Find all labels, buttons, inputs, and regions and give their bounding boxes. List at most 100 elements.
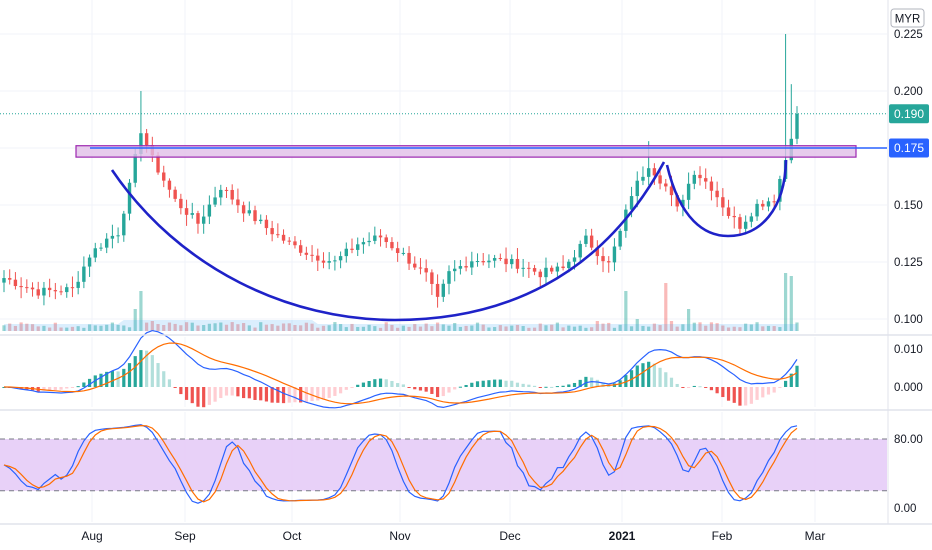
candle-body[interactable]: [772, 201, 776, 203]
candle-body[interactable]: [704, 178, 708, 182]
candle-body[interactable]: [601, 256, 605, 262]
candle-body[interactable]: [515, 258, 520, 269]
candle-body[interactable]: [8, 278, 12, 280]
candle-body[interactable]: [441, 283, 445, 297]
candle-body[interactable]: [567, 261, 571, 269]
candle-body[interactable]: [715, 190, 719, 198]
candle-body[interactable]: [82, 266, 86, 282]
candle-body[interactable]: [795, 113, 799, 139]
candle-body[interactable]: [162, 172, 166, 181]
candle-body[interactable]: [401, 252, 406, 254]
candle-body[interactable]: [87, 257, 92, 267]
candle-body[interactable]: [2, 278, 6, 283]
candle-body[interactable]: [196, 213, 200, 224]
candle-body[interactable]: [42, 287, 46, 296]
candle-body[interactable]: [589, 235, 594, 248]
candle-body[interactable]: [116, 235, 120, 237]
candle-body[interactable]: [316, 255, 320, 261]
candle-body[interactable]: [646, 168, 651, 177]
candle-body[interactable]: [373, 235, 377, 241]
candle-body[interactable]: [578, 243, 582, 258]
candle-body[interactable]: [213, 197, 217, 205]
candle-body[interactable]: [367, 240, 371, 243]
candle-body[interactable]: [749, 216, 754, 222]
candle-body[interactable]: [618, 230, 622, 247]
candle-body[interactable]: [47, 287, 52, 291]
candle-body[interactable]: [544, 267, 548, 278]
candle-body[interactable]: [755, 203, 759, 217]
candle-body[interactable]: [669, 186, 674, 196]
candle-body[interactable]: [658, 175, 662, 184]
candle-body[interactable]: [133, 153, 137, 183]
candle-body[interactable]: [264, 219, 269, 229]
candle-body[interactable]: [236, 199, 240, 206]
candle-body[interactable]: [207, 204, 212, 217]
candle-body[interactable]: [247, 210, 252, 214]
candle-body[interactable]: [709, 181, 714, 191]
macd-pane[interactable]: [2, 329, 799, 409]
candle-body[interactable]: [253, 210, 257, 222]
candle-body[interactable]: [652, 168, 657, 176]
candle-body[interactable]: [761, 203, 765, 207]
candle-body[interactable]: [641, 176, 645, 181]
candle-body[interactable]: [487, 260, 491, 263]
candle-body[interactable]: [13, 279, 18, 287]
candle-body[interactable]: [287, 240, 291, 242]
candle-body[interactable]: [521, 267, 525, 269]
candle-body[interactable]: [167, 180, 172, 190]
candle-body[interactable]: [395, 248, 400, 254]
candle-body[interactable]: [201, 216, 206, 224]
candle-body[interactable]: [435, 283, 440, 297]
candle-body[interactable]: [156, 155, 160, 173]
candle-body[interactable]: [418, 267, 423, 269]
candle-body[interactable]: [276, 234, 280, 236]
time-axis[interactable]: Aug Sep Oct Nov Dec 2021 Feb Mar: [81, 529, 825, 543]
candle-body[interactable]: [549, 267, 554, 272]
candle-body[interactable]: [384, 237, 388, 243]
candle-body[interactable]: [259, 219, 263, 222]
candle-body[interactable]: [675, 195, 679, 207]
candle-body[interactable]: [350, 248, 354, 250]
candle-body[interactable]: [304, 252, 309, 255]
candle-body[interactable]: [241, 205, 246, 214]
candle-body[interactable]: [527, 267, 531, 269]
macd-line[interactable]: [3, 329, 798, 409]
candle-body[interactable]: [738, 217, 742, 229]
candle-body[interactable]: [53, 290, 58, 292]
candle-body[interactable]: [25, 287, 29, 289]
candle-body[interactable]: [464, 266, 468, 268]
candle-body[interactable]: [692, 174, 697, 184]
candle-body[interactable]: [293, 241, 297, 246]
candle-body[interactable]: [19, 286, 23, 288]
candle-body[interactable]: [430, 272, 434, 284]
candle-body[interactable]: [230, 189, 234, 200]
candle-body[interactable]: [144, 133, 149, 146]
candle-body[interactable]: [698, 174, 702, 179]
candle-body[interactable]: [452, 268, 457, 272]
candle-body[interactable]: [76, 281, 80, 288]
candle-body[interactable]: [298, 245, 303, 253]
candle-body[interactable]: [532, 268, 537, 272]
candle-body[interactable]: [778, 178, 782, 202]
stochastic-k-line[interactable]: [3, 424, 798, 504]
candle-body[interactable]: [184, 208, 189, 215]
candle-body[interactable]: [447, 271, 451, 284]
candle-body[interactable]: [475, 261, 480, 263]
candle-body[interactable]: [30, 287, 35, 290]
candle-body[interactable]: [378, 235, 383, 238]
candle-body[interactable]: [281, 234, 286, 241]
candle-body[interactable]: [93, 248, 97, 258]
candle-body[interactable]: [555, 266, 560, 272]
candle-body[interactable]: [321, 260, 326, 263]
candle-body[interactable]: [743, 221, 748, 229]
stochastic-d-line[interactable]: [3, 424, 798, 503]
candle-body[interactable]: [356, 244, 360, 250]
candle-body[interactable]: [607, 261, 611, 263]
candle-body[interactable]: [122, 213, 126, 236]
candle-body[interactable]: [327, 261, 331, 263]
candle-body[interactable]: [498, 258, 503, 260]
candle-body[interactable]: [99, 247, 103, 249]
candle-body[interactable]: [310, 254, 314, 256]
candle-body[interactable]: [219, 189, 223, 198]
candle-body[interactable]: [492, 258, 497, 261]
